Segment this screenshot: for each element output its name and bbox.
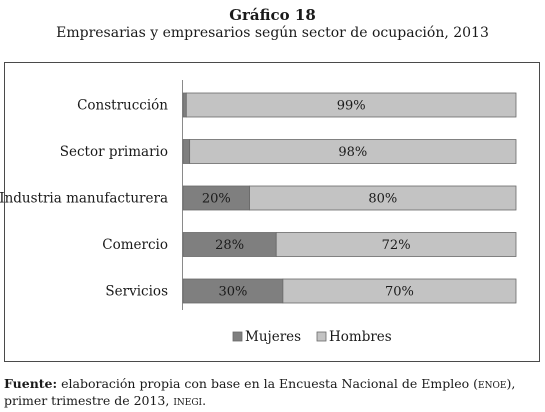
data-label-hombres: 80% <box>368 192 397 207</box>
bar-segment-mujeres <box>182 278 284 304</box>
legend-label-hombres: Hombres <box>329 329 392 345</box>
data-label-hombres: 70% <box>385 285 414 300</box>
bar-segment-mujeres <box>182 185 250 211</box>
bar-segment-hombres <box>282 278 517 304</box>
category-label: Comercio <box>102 237 168 253</box>
category-label: Construcción <box>77 98 168 114</box>
data-label-hombres: 72% <box>382 238 411 253</box>
category-label: Industria manufacturera <box>0 191 168 207</box>
bar-segment-hombres <box>275 232 517 257</box>
source-text-1: elaboración propia con base en la Encues… <box>61 376 479 391</box>
data-label-mujeres: 28% <box>215 238 244 253</box>
chart-subtitle: Empresarias y empresarios según sector d… <box>56 25 489 41</box>
category-label: Sector primario <box>60 144 168 160</box>
data-label-hombres: 98% <box>338 145 367 160</box>
bar-segment-hombres <box>189 139 517 164</box>
source-text-3: . <box>202 393 207 408</box>
bar-segment-hombres <box>185 92 517 118</box>
bar-segment-hombres <box>249 185 517 211</box>
bar-segment-mujeres <box>182 232 277 257</box>
source-label: Fuente: <box>4 376 58 391</box>
data-label-mujeres: 20% <box>202 192 231 207</box>
data-label-hombres: 99% <box>337 99 366 114</box>
chart-frame <box>4 62 540 362</box>
legend-swatch-hombres <box>316 331 327 342</box>
legend-swatch-mujeres <box>232 331 243 342</box>
source-note: Fuente: elaboración propia con base en l… <box>4 375 544 409</box>
category-label: Servicios <box>105 284 168 300</box>
data-label-mujeres: 30% <box>218 285 247 300</box>
stacked-bar-chart: Construcción1%99%Sector primario2%98%Ind… <box>0 80 517 345</box>
chart-title: Gráfico 18 <box>229 6 316 24</box>
source-enoe: enoe <box>478 376 507 391</box>
source-text-2: ), primer trimestre de 2013, <box>4 376 516 408</box>
bar-segment-mujeres <box>182 139 191 164</box>
legend-label-mujeres: Mujeres <box>245 329 301 345</box>
source-inegi: inegi <box>173 393 203 408</box>
bar-segment-mujeres <box>182 92 187 118</box>
